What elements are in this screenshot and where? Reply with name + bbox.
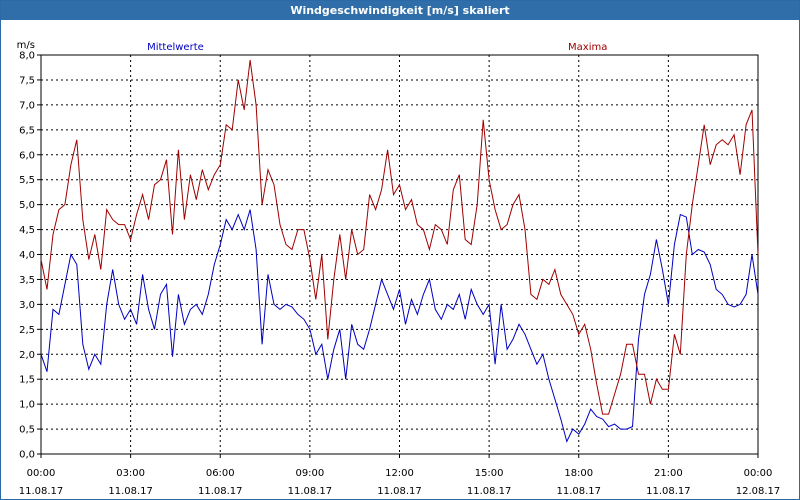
y-tick-label: 4,5 — [19, 225, 35, 236]
y-tick-label: 4,0 — [19, 250, 35, 261]
series-line-maxima — [40, 59, 759, 415]
legend-label-mittelwerte: Mittelwerte — [147, 42, 204, 53]
plot-area — [40, 54, 759, 455]
legend-label-maxima: Maxima — [568, 42, 607, 53]
window-title: Windgeschwindigkeit [m/s] skaliert — [1, 1, 799, 20]
x-tick-date-label: 11.08.17 — [198, 486, 243, 497]
x-tick-date-label: 11.08.17 — [108, 486, 153, 497]
x-tick-time-label: 09:00 — [295, 468, 324, 479]
x-tick-date-label: 11.08.17 — [288, 486, 333, 497]
y-tick-label: 3,0 — [19, 300, 35, 311]
x-tick-date-label: 11.08.17 — [646, 486, 691, 497]
x-tick-time-label: 06:00 — [206, 468, 235, 479]
x-tick-time-label: 03:00 — [116, 468, 145, 479]
y-tick-label: 2,0 — [19, 350, 35, 361]
x-tick-time-label: 12:00 — [385, 468, 414, 479]
x-tick-time-label: 18:00 — [564, 468, 593, 479]
x-tick-date-label: 11.08.17 — [467, 486, 512, 497]
y-tick-label: 3,5 — [19, 275, 35, 286]
y-tick-label: 7,0 — [19, 100, 35, 111]
x-tick-time-label: 00:00 — [27, 468, 56, 479]
x-tick-time-label: 00:00 — [744, 468, 773, 479]
x-tick-date-label: 11.08.17 — [377, 486, 422, 497]
y-tick-label: 8,0 — [19, 51, 35, 62]
x-tick-date-label: 12.08.17 — [736, 486, 781, 497]
y-tick-label: 2,5 — [19, 325, 35, 336]
x-tick-date-label: 11.08.17 — [19, 486, 64, 497]
y-tick-label: 5,5 — [19, 175, 35, 186]
x-tick-time-label: 15:00 — [475, 468, 504, 479]
y-tick-label: 7,5 — [19, 75, 35, 86]
y-axis-unit-label: m/s — [17, 40, 35, 51]
y-tick-label: 0,5 — [19, 425, 35, 436]
x-tick-date-label: 11.08.17 — [556, 486, 601, 497]
y-tick-label: 6,5 — [19, 125, 35, 136]
wind-speed-chart: 0,0 0,5 1,0 1,5 2,0 2,5 3,0 3,5 4,0 4,5 5,0 5,5 6,0 6… — [17, 40, 781, 497]
y-tick-label: 6,0 — [19, 150, 35, 161]
y-tick-label: 0,0 — [19, 450, 35, 461]
series-line-mittelwerte — [40, 209, 759, 443]
y-tick-label: 5,0 — [19, 200, 35, 211]
y-tick-label: 1,5 — [19, 375, 35, 386]
y-tick-label: 1,0 — [19, 400, 35, 411]
x-tick-time-label: 21:00 — [654, 468, 683, 479]
